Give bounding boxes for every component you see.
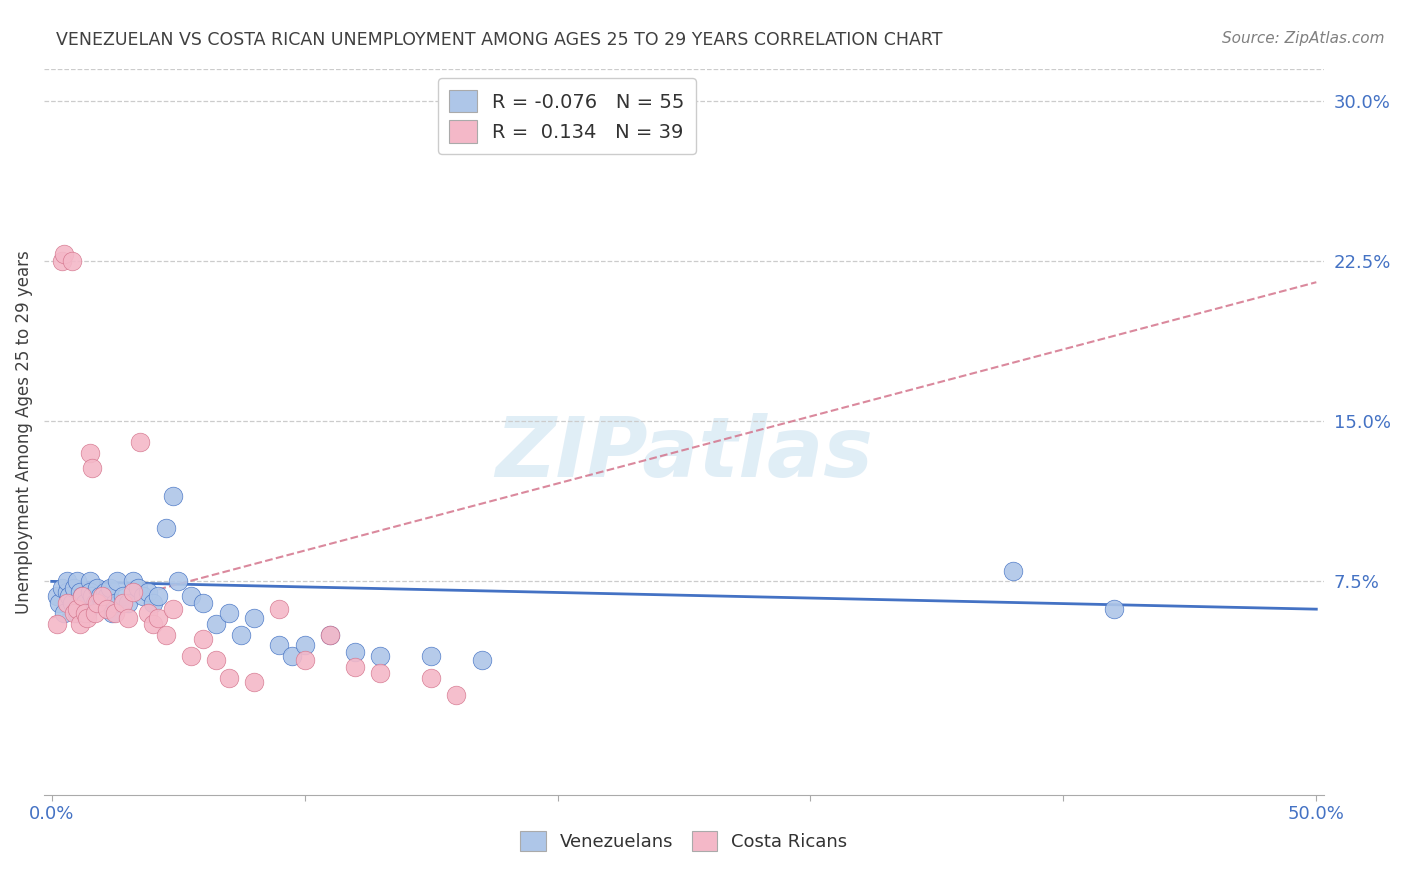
Point <box>79 574 101 589</box>
Point <box>129 435 152 450</box>
Point <box>96 590 118 604</box>
Point <box>155 628 177 642</box>
Point <box>243 674 266 689</box>
Point <box>167 574 190 589</box>
Point <box>107 574 129 589</box>
Point <box>319 628 342 642</box>
Point <box>58 590 80 604</box>
Point <box>142 596 165 610</box>
Point <box>218 671 240 685</box>
Point <box>51 253 73 268</box>
Point <box>101 607 124 621</box>
Point <box>111 596 134 610</box>
Point <box>243 610 266 624</box>
Point <box>91 590 114 604</box>
Text: Source: ZipAtlas.com: Source: ZipAtlas.com <box>1222 31 1385 46</box>
Point <box>104 607 127 621</box>
Point <box>60 596 83 610</box>
Point <box>146 590 169 604</box>
Point <box>132 590 155 604</box>
Point <box>193 632 215 646</box>
Point <box>146 610 169 624</box>
Point <box>471 653 494 667</box>
Point <box>76 610 98 624</box>
Point <box>98 581 121 595</box>
Point <box>56 574 79 589</box>
Point <box>180 649 202 664</box>
Point <box>111 590 134 604</box>
Point <box>45 590 67 604</box>
Point <box>53 247 76 261</box>
Point <box>420 671 443 685</box>
Point <box>269 639 291 653</box>
Point <box>96 602 118 616</box>
Point <box>269 602 291 616</box>
Point <box>51 581 73 595</box>
Point <box>162 602 184 616</box>
Legend: Venezuelans, Costa Ricans: Venezuelans, Costa Ricans <box>513 823 855 859</box>
Point <box>218 607 240 621</box>
Point <box>73 607 96 621</box>
Point <box>1102 602 1125 616</box>
Point <box>127 581 149 595</box>
Point <box>53 607 76 621</box>
Point <box>83 607 105 621</box>
Point <box>89 590 111 604</box>
Point <box>162 489 184 503</box>
Point <box>155 521 177 535</box>
Point <box>82 590 104 604</box>
Point <box>344 645 367 659</box>
Point <box>294 639 316 653</box>
Point <box>136 607 159 621</box>
Point <box>73 596 96 610</box>
Point <box>69 585 91 599</box>
Point <box>56 585 79 599</box>
Point <box>231 628 253 642</box>
Point <box>60 253 83 268</box>
Point <box>82 461 104 475</box>
Point <box>370 666 392 681</box>
Point <box>142 617 165 632</box>
Point <box>319 628 342 642</box>
Point <box>86 581 108 595</box>
Point <box>121 574 143 589</box>
Point <box>48 596 70 610</box>
Point <box>56 596 79 610</box>
Point <box>370 649 392 664</box>
Point <box>76 607 98 621</box>
Text: VENEZUELAN VS COSTA RICAN UNEMPLOYMENT AMONG AGES 25 TO 29 YEARS CORRELATION CHA: VENEZUELAN VS COSTA RICAN UNEMPLOYMENT A… <box>56 31 943 49</box>
Point <box>70 590 93 604</box>
Point <box>79 446 101 460</box>
Point <box>66 574 89 589</box>
Point <box>446 688 468 702</box>
Point <box>294 653 316 667</box>
Point <box>66 607 89 621</box>
Point <box>66 602 89 616</box>
Point <box>117 596 139 610</box>
Point <box>205 617 228 632</box>
Point <box>344 660 367 674</box>
Point <box>1001 564 1024 578</box>
Point <box>79 585 101 599</box>
Point <box>281 649 304 664</box>
Text: ZIPatlas: ZIPatlas <box>495 413 873 494</box>
Point <box>83 596 105 610</box>
Point <box>136 585 159 599</box>
Point <box>63 607 86 621</box>
Point <box>180 590 202 604</box>
Point <box>86 596 108 610</box>
Point <box>205 653 228 667</box>
Y-axis label: Unemployment Among Ages 25 to 29 years: Unemployment Among Ages 25 to 29 years <box>15 250 32 614</box>
Point <box>70 590 93 604</box>
Point <box>69 617 91 632</box>
Point <box>91 596 114 610</box>
Point <box>94 585 117 599</box>
Point <box>45 617 67 632</box>
Point <box>63 581 86 595</box>
Point <box>104 596 127 610</box>
Point <box>117 610 139 624</box>
Point <box>193 596 215 610</box>
Point <box>420 649 443 664</box>
Point <box>121 585 143 599</box>
